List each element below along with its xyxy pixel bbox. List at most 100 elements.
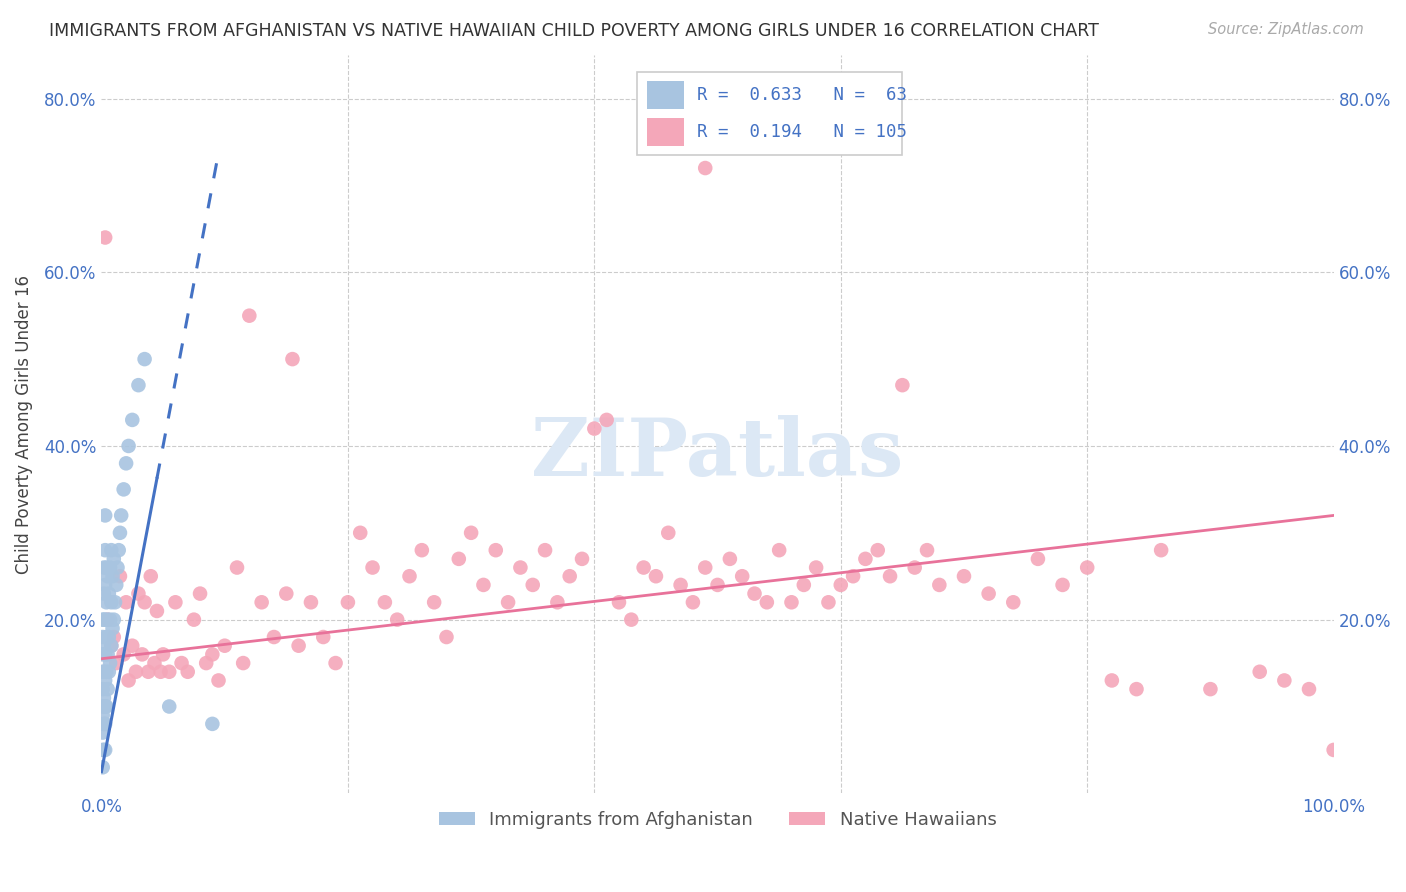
Point — [349, 525, 371, 540]
Point — [108, 525, 131, 540]
Point — [91, 665, 114, 679]
Bar — [647, 118, 685, 146]
Point — [100, 639, 122, 653]
Point — [112, 483, 135, 497]
Point — [263, 630, 285, 644]
Point — [915, 543, 938, 558]
Point — [121, 413, 143, 427]
Point — [879, 569, 901, 583]
Point — [91, 648, 114, 662]
Bar — [637, 72, 903, 155]
Point — [1002, 595, 1025, 609]
Point — [731, 569, 754, 583]
Point — [695, 560, 717, 574]
Point — [93, 690, 115, 705]
Point — [115, 595, 138, 609]
Point — [398, 569, 420, 583]
Point — [385, 613, 408, 627]
Point — [312, 630, 335, 644]
Legend: Immigrants from Afghanistan, Native Hawaiians: Immigrants from Afghanistan, Native Hawa… — [432, 804, 1004, 836]
Point — [105, 578, 128, 592]
Point — [107, 543, 129, 558]
Point — [866, 543, 889, 558]
Point — [695, 161, 717, 175]
Point — [94, 699, 117, 714]
Point — [1199, 682, 1222, 697]
Point — [1150, 543, 1173, 558]
Point — [682, 595, 704, 609]
Point — [125, 665, 148, 679]
Point — [1249, 665, 1271, 679]
Point — [97, 665, 120, 679]
Point — [583, 421, 606, 435]
Point — [131, 648, 153, 662]
Point — [134, 352, 156, 367]
Point — [91, 630, 114, 644]
Point — [744, 586, 766, 600]
Point — [842, 569, 865, 583]
Point — [232, 656, 254, 670]
Point — [91, 708, 114, 723]
Point — [121, 639, 143, 653]
Point — [134, 595, 156, 609]
Point — [546, 595, 568, 609]
Point — [509, 560, 531, 574]
Point — [645, 569, 668, 583]
Point — [97, 569, 120, 583]
Point — [101, 569, 124, 583]
Point — [98, 613, 121, 627]
Point — [94, 543, 117, 558]
Point — [96, 595, 118, 609]
Point — [100, 639, 122, 653]
Point — [117, 673, 139, 688]
Point — [522, 578, 544, 592]
Point — [94, 578, 117, 592]
Point — [657, 525, 679, 540]
Point — [1298, 682, 1320, 697]
Point — [91, 725, 114, 739]
Point — [96, 630, 118, 644]
Point — [472, 578, 495, 592]
Point — [953, 569, 976, 583]
Point — [607, 595, 630, 609]
Point — [891, 378, 914, 392]
Point — [112, 648, 135, 662]
Point — [620, 613, 643, 627]
Point — [793, 578, 815, 592]
Point — [96, 699, 118, 714]
Text: IMMIGRANTS FROM AFGHANISTAN VS NATIVE HAWAIIAN CHILD POVERTY AMONG GIRLS UNDER 1: IMMIGRANTS FROM AFGHANISTAN VS NATIVE HA… — [49, 22, 1099, 40]
Text: R =  0.194   N = 105: R = 0.194 N = 105 — [696, 123, 907, 141]
Point — [571, 552, 593, 566]
Point — [94, 613, 117, 627]
Point — [97, 648, 120, 662]
Point — [96, 560, 118, 574]
Point — [94, 230, 117, 244]
Point — [485, 543, 508, 558]
Point — [127, 378, 149, 392]
Point — [855, 552, 877, 566]
Point — [157, 699, 180, 714]
Point — [804, 560, 827, 574]
Point — [97, 586, 120, 600]
Point — [105, 656, 128, 670]
Point — [201, 648, 224, 662]
Point — [104, 595, 127, 609]
Point — [595, 413, 617, 427]
Point — [94, 648, 117, 662]
Y-axis label: Child Poverty Among Girls Under 16: Child Poverty Among Girls Under 16 — [15, 275, 32, 574]
Point — [1323, 743, 1346, 757]
Point — [97, 630, 120, 644]
Point — [101, 621, 124, 635]
Point — [94, 508, 117, 523]
Point — [1101, 673, 1123, 688]
Point — [91, 760, 114, 774]
Point — [436, 630, 458, 644]
Point — [165, 595, 187, 609]
Point — [103, 613, 125, 627]
Point — [496, 595, 519, 609]
Point — [94, 743, 117, 757]
Point — [110, 508, 132, 523]
Point — [281, 352, 304, 367]
Point — [460, 525, 482, 540]
Text: R =  0.633   N =  63: R = 0.633 N = 63 — [696, 86, 907, 104]
